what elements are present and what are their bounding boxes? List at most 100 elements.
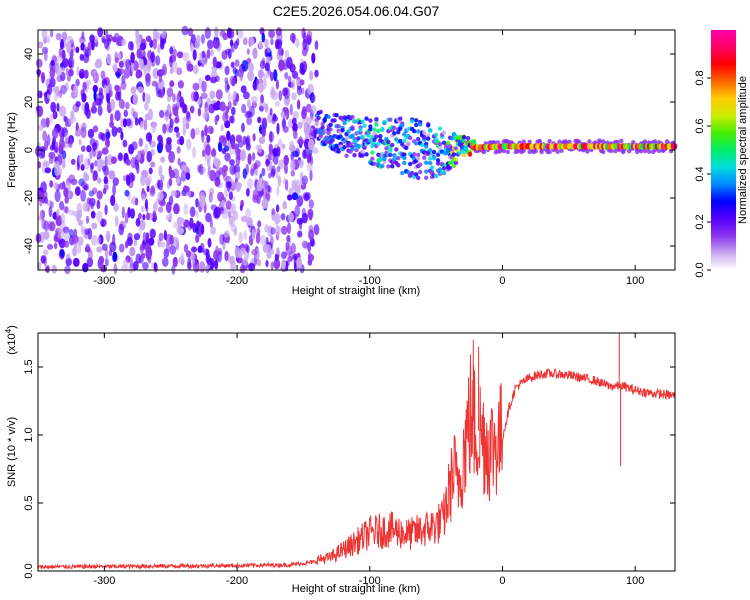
spectrogram-signal-cell bbox=[318, 109, 323, 115]
spectrogram-noise-cell bbox=[227, 92, 232, 102]
spectrogram-noise-cell bbox=[58, 238, 66, 249]
spectrogram-noise-cell bbox=[88, 190, 95, 197]
spectrogram-noise-cell bbox=[239, 204, 243, 211]
spectrogram-signal-cell bbox=[404, 145, 409, 151]
spectrogram-noise-cell bbox=[137, 212, 142, 220]
spectrogram-noise-cell bbox=[87, 128, 95, 139]
y-tick-label: 0.0 bbox=[23, 563, 35, 578]
spectrogram-noise-cell bbox=[120, 117, 124, 128]
spectrogram-noise-cell bbox=[172, 106, 179, 116]
spectrogram-noise-cell bbox=[103, 176, 109, 185]
spectrogram-noise-cell bbox=[274, 213, 281, 225]
spectrogram-noise-cell bbox=[110, 156, 117, 164]
spectrogram-signal-cell bbox=[445, 148, 451, 154]
spectrogram-noise-cell bbox=[247, 178, 254, 190]
spectrogram-noise-cell bbox=[241, 122, 245, 133]
spectrogram-noise-cell bbox=[238, 232, 243, 243]
spectrogram-signal-cell bbox=[392, 125, 397, 130]
spectrogram-noise-cell bbox=[144, 102, 149, 111]
spectrogram-noise-cell bbox=[172, 236, 179, 246]
spectrogram-noise-cell bbox=[173, 203, 180, 215]
spectrogram-noise-cell bbox=[282, 201, 288, 210]
spectrogram-noise-cell bbox=[214, 75, 220, 83]
spectrogram-noise-cell bbox=[130, 173, 136, 182]
spectrogram-noise-cell bbox=[186, 111, 191, 123]
spectrogram-noise-cell bbox=[283, 87, 290, 100]
spectrogram-noise-cell bbox=[290, 159, 296, 171]
spectrogram-noise-cell bbox=[72, 246, 77, 257]
spectrogram-noise-cell bbox=[74, 186, 81, 197]
spectrogram-noise-cell bbox=[270, 227, 276, 235]
spectrogram-signal-cell bbox=[547, 138, 552, 144]
spectrogram-noise-cell bbox=[173, 221, 178, 229]
spectrogram-noise-cell bbox=[192, 222, 197, 233]
spectrogram-noise-cell bbox=[64, 240, 70, 248]
spectrogram-noise-cell bbox=[56, 208, 60, 217]
spectrogram-noise-cell bbox=[258, 40, 263, 49]
spectrogram-noise-cell bbox=[145, 132, 152, 142]
spectrogram-noise-cell bbox=[105, 230, 111, 242]
spectrogram-noise-cell bbox=[275, 79, 279, 90]
spectrogram-noise-cell bbox=[247, 70, 255, 82]
spectrogram-signal-cell bbox=[342, 120, 347, 126]
spectrogram-noise-cell bbox=[182, 116, 187, 128]
spectrogram-noise-cell bbox=[146, 185, 150, 193]
spectrogram-noise-cell bbox=[270, 71, 274, 82]
spectrogram-noise-cell bbox=[257, 82, 264, 93]
spectrogram-noise-cell bbox=[215, 114, 220, 122]
spectrogram-noise-cell bbox=[245, 142, 251, 151]
spectrogram-noise-cell bbox=[289, 104, 293, 116]
spectrogram-noise-cell bbox=[56, 102, 60, 112]
spectrogram-noise-cell bbox=[140, 149, 146, 158]
spectrogram-noise-cell bbox=[261, 198, 269, 209]
spectrogram-noise-cell bbox=[165, 214, 171, 221]
spectrogram-noise-cell bbox=[214, 259, 219, 270]
spectrogram-signal-cell bbox=[368, 118, 373, 123]
spectrogram-signal-cell bbox=[426, 133, 431, 138]
spectrogram-cells bbox=[35, 25, 678, 275]
spectrogram-noise-cell bbox=[37, 161, 42, 169]
spectrogram-noise-cell bbox=[53, 242, 58, 250]
colorbar: 0.0 0.2 0.4 0.6 0.8 Normalized spectral ampl… bbox=[694, 30, 749, 278]
spectrogram-noise-cell bbox=[196, 220, 200, 228]
colorbar-tick-label: 0.2 bbox=[694, 214, 706, 229]
spectrogram-noise-cell bbox=[224, 230, 230, 238]
spectrogram-noise-cell bbox=[207, 237, 212, 248]
spectrogram-noise-cell bbox=[47, 83, 53, 95]
spectrogram-noise-cell bbox=[228, 115, 234, 124]
spectrogram-noise-cell bbox=[61, 51, 66, 60]
snr-spikes bbox=[472, 333, 622, 467]
spectrogram-signal-cell bbox=[402, 138, 407, 144]
spectrogram-signal-cell bbox=[326, 130, 331, 136]
spectrogram-noise-cell bbox=[48, 221, 56, 232]
spectrogram-signal-cell bbox=[400, 123, 405, 128]
colorbar-tick-label: 0.6 bbox=[694, 118, 706, 133]
spectrogram-noise-cell bbox=[291, 70, 299, 79]
spectrogram-noise-cell bbox=[185, 250, 192, 258]
spectrogram-signal-cell bbox=[505, 149, 510, 155]
spectrogram-noise-cell bbox=[234, 172, 241, 180]
spectrogram-signal-cell bbox=[330, 138, 335, 143]
spectrogram-noise-cell bbox=[63, 187, 69, 198]
spectrogram-noise-cell bbox=[72, 103, 77, 112]
spectrogram-noise-cell bbox=[308, 229, 315, 241]
spectrogram-signal-cell bbox=[360, 134, 365, 139]
spectrogram-noise-cell bbox=[46, 264, 50, 274]
spectrogram-noise-cell bbox=[206, 39, 214, 50]
spectrogram-signal-cell bbox=[386, 164, 391, 169]
spectrogram-noise-cell bbox=[189, 43, 195, 53]
y-tick-label: 40 bbox=[23, 48, 35, 60]
spectrogram-signal-cell bbox=[416, 152, 421, 157]
spectrogram-noise-cell bbox=[193, 64, 199, 75]
spectrogram-noise-cell bbox=[269, 248, 275, 255]
spectrogram-noise-cell bbox=[245, 137, 250, 145]
spectrogram-signal-cell bbox=[380, 127, 385, 133]
spectrogram-signal-cell bbox=[449, 136, 455, 141]
spectrogram-signal-cell bbox=[364, 152, 369, 157]
spectrogram-noise-cell bbox=[64, 132, 69, 143]
spectrogram-noise-cell bbox=[105, 128, 110, 141]
spectrogram-noise-cell bbox=[314, 69, 319, 78]
spectrogram-noise-cell bbox=[77, 209, 83, 219]
spectrogram-y-label: Frequency (Hz) bbox=[6, 112, 18, 188]
